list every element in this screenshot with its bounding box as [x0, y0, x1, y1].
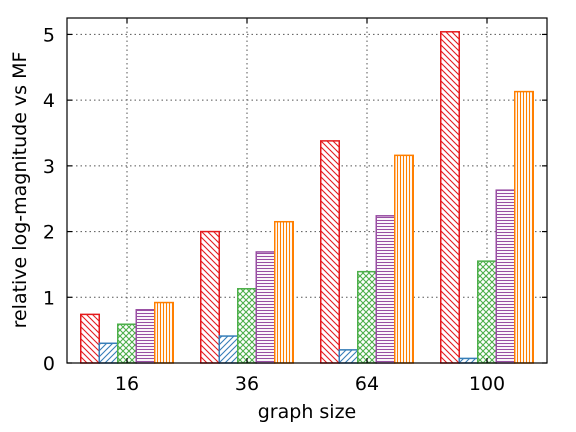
bar [274, 220, 294, 364]
y-axis-ticks: 0 1 2 3 4 5 [43, 24, 547, 375]
bar [394, 154, 414, 364]
bar [514, 90, 534, 364]
bar [338, 349, 359, 364]
y-tick-label: 2 [43, 222, 55, 244]
bar [357, 270, 377, 364]
bar [80, 313, 100, 364]
bar [458, 357, 479, 364]
y-tick-label: 0 [43, 353, 55, 375]
bar [320, 140, 340, 364]
bar [495, 189, 516, 364]
y-tick-label: 5 [43, 24, 55, 46]
bar [154, 301, 174, 364]
bar [255, 251, 276, 364]
bar [218, 335, 239, 364]
y-tick-label: 3 [43, 156, 55, 178]
x-axis-ticks: 16 36 64 100 [115, 18, 505, 395]
bar [200, 230, 220, 364]
x-tick-label: 36 [235, 373, 259, 395]
y-tick-label: 1 [43, 287, 55, 309]
bar [375, 215, 396, 364]
x-axis-label: graph size [258, 401, 357, 423]
bar [237, 287, 257, 364]
bars-group [80, 31, 534, 364]
y-axis-label: relative log-magnitude vs MF [9, 52, 31, 329]
x-tick-label: 16 [115, 373, 139, 395]
x-tick-label: 64 [355, 373, 379, 395]
grid-lines [67, 18, 547, 363]
x-tick-label: 100 [469, 373, 505, 395]
bar [98, 342, 119, 364]
y-tick-label: 4 [43, 90, 55, 112]
bar [477, 260, 497, 364]
plot-frame [66, 17, 548, 364]
bar [440, 31, 460, 364]
bar [117, 323, 137, 364]
bar [135, 309, 156, 364]
